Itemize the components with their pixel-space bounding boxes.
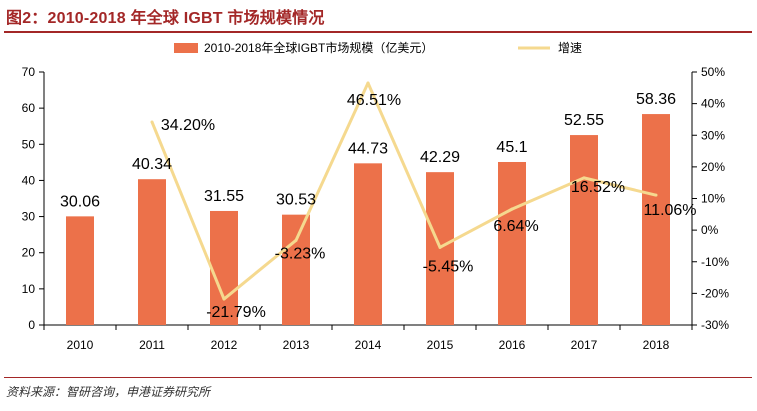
growth-point-2012	[222, 297, 226, 301]
growth-line	[150, 81, 657, 301]
growth-value-label: -21.79%	[206, 304, 266, 321]
bar-2016	[498, 161, 526, 325]
bar-2013	[282, 214, 310, 325]
right-y-tick-label: 40%	[701, 97, 725, 111]
bar-value-label: 30.53	[276, 192, 316, 209]
x-tick-label: 2013	[283, 338, 310, 352]
bar-2012	[210, 210, 238, 325]
bar-value-label: 42.29	[420, 149, 460, 166]
growth-point-2013	[294, 238, 298, 242]
left-y-tick-label: 40	[22, 173, 36, 187]
right-y-tick-label: -10%	[701, 255, 729, 269]
igbt-market-chart: 0 10 20 30 40 50 60 70 -30% -20% -10% 0% 10% 20% 30% 40…	[22, 40, 730, 352]
x-tick-label: 2011	[139, 338, 165, 352]
x-tick-label: 2010	[67, 338, 94, 352]
bar-2018	[642, 114, 670, 325]
right-y-tick-label: 20%	[701, 160, 725, 174]
growth-point-2018	[654, 193, 658, 197]
title-divider	[4, 31, 752, 33]
right-y-tick-label: -30%	[701, 318, 729, 332]
left-y-tick-label: 70	[22, 65, 36, 79]
right-y-tick-label: 30%	[701, 128, 725, 142]
growth-point-2015	[438, 245, 442, 249]
growth-value-label: 6.64%	[493, 218, 538, 235]
bar-2017	[570, 135, 598, 325]
right-y-tick-label: 10%	[701, 192, 725, 206]
bar-2010	[66, 216, 94, 325]
bar-value-label: 44.73	[348, 140, 388, 157]
legend-bar-swatch	[174, 43, 198, 53]
growth-value-label: 11.06%	[643, 202, 696, 219]
x-tick-label: 2017	[571, 338, 598, 352]
bar-2011	[138, 179, 166, 325]
right-y-tick-label: 50%	[701, 65, 725, 79]
right-y-tick-label: -20%	[701, 286, 729, 300]
x-tick-label: 2012	[211, 338, 238, 352]
growth-value-label: 46.51%	[347, 92, 401, 109]
bar-value-label: 31.55	[204, 188, 244, 205]
legend-bar-label: 2010-2018年全球IGBT市场规模（亿美元）	[204, 40, 433, 55]
left-y-tick-label: 50	[22, 137, 36, 151]
bar-value-label: 52.55	[564, 112, 604, 129]
figure-title: 图2：2010-2018 年全球 IGBT 市场规模情况	[6, 10, 325, 27]
growth-point-2017	[582, 176, 586, 180]
x-tick-label: 2014	[355, 338, 382, 352]
growth-point-2011	[150, 120, 154, 124]
left-y-tick-label: 60	[22, 101, 36, 115]
growth-value-label: 34.20%	[161, 117, 215, 134]
left-y-tick-label: 30	[22, 210, 36, 224]
bar-value-label: 58.36	[636, 91, 676, 108]
x-tick-label: 2015	[427, 338, 454, 352]
growth-point-2014	[366, 81, 370, 85]
source-note: 资料来源：智研咨询，申港证券研究所	[6, 385, 211, 399]
x-tick-label: 2016	[499, 338, 526, 352]
bar-value-label: 30.06	[60, 193, 100, 210]
bar-value-label: 40.34	[132, 156, 172, 173]
right-y-tick-label: 0%	[701, 223, 719, 237]
growth-value-label: -5.45%	[423, 258, 474, 275]
legend-line-label: 增速	[558, 41, 582, 55]
x-tick-label: 2018	[643, 338, 670, 352]
left-y-tick-label: 0	[28, 318, 35, 332]
bar-2014	[354, 163, 382, 325]
left-y-tick-label: 10	[22, 282, 36, 296]
left-y-tick-label: 20	[22, 246, 36, 260]
source-divider	[4, 377, 752, 378]
bar-value-label: 45.1	[496, 139, 527, 156]
growth-value-label: -3.23%	[275, 245, 326, 262]
growth-value-label: 16.52%	[571, 179, 625, 196]
growth-point-2016	[510, 207, 514, 211]
